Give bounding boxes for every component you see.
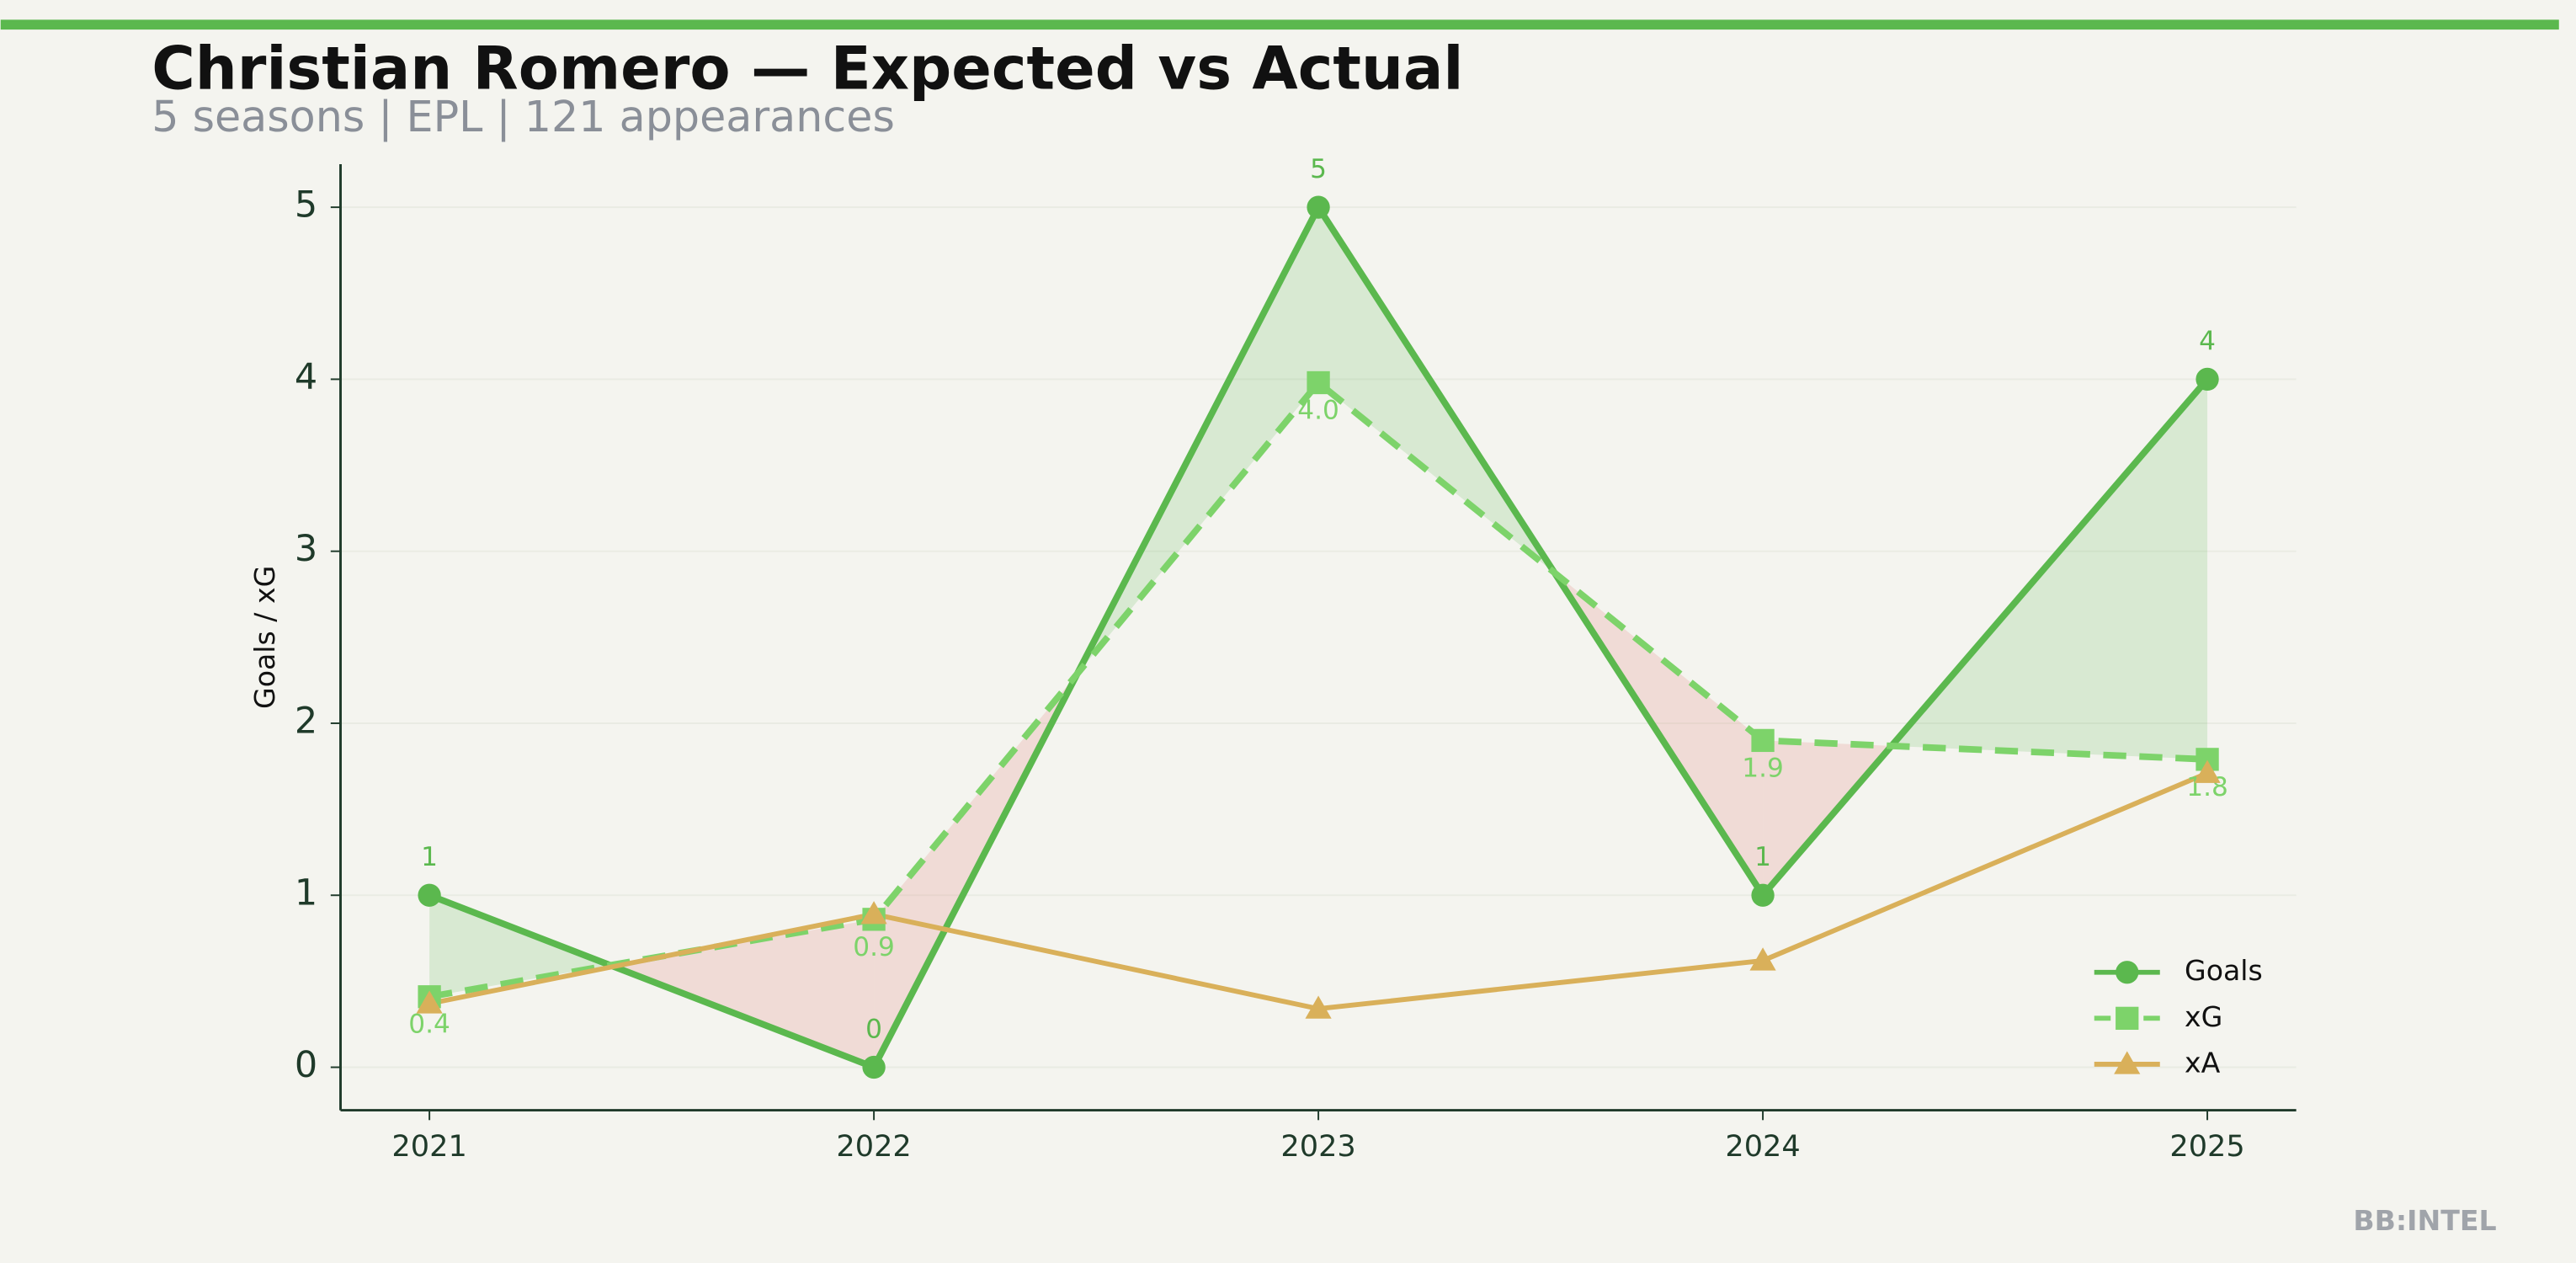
point bbox=[1751, 728, 1775, 753]
value-label: 1 bbox=[1754, 842, 1771, 872]
value-label: 0.4 bbox=[408, 1010, 450, 1040]
value-label: 4 bbox=[2199, 326, 2216, 356]
y-axis-label: Goals / xG bbox=[248, 566, 281, 709]
legend-marker bbox=[2116, 1006, 2139, 1031]
legend-marker bbox=[2116, 961, 2139, 984]
x-tick-label: 2025 bbox=[2169, 1129, 2244, 1164]
x-tick-label: 2021 bbox=[391, 1129, 466, 1164]
y-tick-label: 0 bbox=[295, 1044, 317, 1086]
chart-subtitle: 5 seasons | EPL | 121 appearances bbox=[152, 92, 895, 142]
point bbox=[2195, 367, 2219, 392]
y-tick-label: 4 bbox=[295, 356, 317, 398]
y-tick-label: 1 bbox=[295, 872, 317, 914]
y-tick-label: 2 bbox=[295, 700, 317, 742]
fill-between bbox=[429, 895, 610, 997]
value-label: 0 bbox=[865, 1014, 882, 1044]
y-tick-label: 5 bbox=[295, 184, 317, 226]
x-tick-label: 2023 bbox=[1280, 1129, 1355, 1164]
point bbox=[1307, 370, 1330, 395]
value-label: 1.9 bbox=[1742, 753, 1784, 783]
chart-title: Christian Romero — Expected vs Actual bbox=[152, 34, 1463, 103]
legend-label: xG bbox=[2185, 1000, 2222, 1033]
point bbox=[1751, 883, 1775, 907]
point bbox=[1305, 995, 1332, 1019]
point bbox=[1307, 195, 1330, 219]
legend-marker bbox=[2114, 1051, 2141, 1074]
y-tick-label: 3 bbox=[295, 528, 317, 570]
value-label: 1 bbox=[421, 842, 438, 872]
watermark: BB:INTEL bbox=[2353, 1204, 2496, 1237]
value-label: 4.0 bbox=[1297, 395, 1339, 425]
value-label: 0.9 bbox=[853, 932, 895, 962]
value-label: 5 bbox=[1310, 154, 1327, 184]
point bbox=[1749, 947, 1776, 971]
legend-label: xA bbox=[2185, 1046, 2221, 1079]
point bbox=[418, 883, 441, 907]
legend-label: Goals bbox=[2185, 954, 2263, 987]
point bbox=[860, 901, 887, 925]
point bbox=[862, 1055, 886, 1079]
point bbox=[416, 990, 443, 1014]
point bbox=[2194, 759, 2221, 783]
top-bar bbox=[0, 19, 2559, 30]
x-tick-label: 2024 bbox=[1725, 1129, 1800, 1164]
x-tick-label: 2022 bbox=[836, 1129, 911, 1164]
